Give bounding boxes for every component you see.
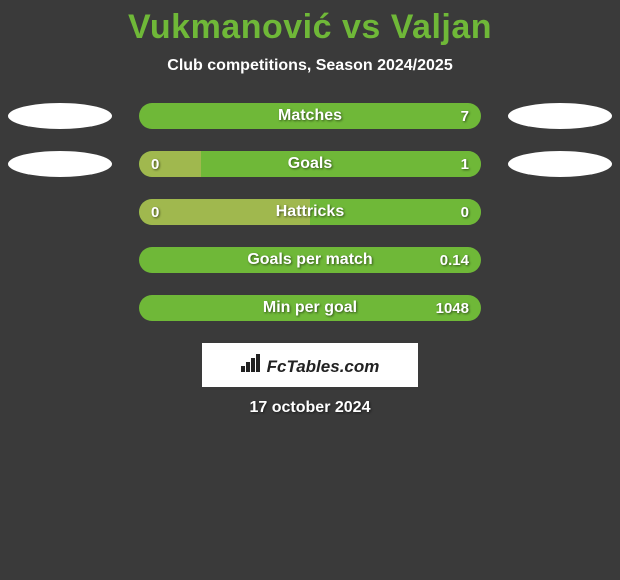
stat-label: Hattricks	[139, 203, 481, 221]
stat-value-player2: 0	[461, 204, 469, 221]
stats-rows: Matches7Goals01Hattricks00Goals per matc…	[0, 103, 620, 321]
stat-value-player1: 0	[151, 204, 159, 221]
infographic-container: Vukmanović vs Valjan Club competitions, …	[0, 0, 620, 417]
date-label: 17 october 2024	[0, 399, 620, 417]
stat-label: Goals	[139, 155, 481, 173]
stat-row: Matches7	[0, 103, 620, 129]
stat-row: Min per goal1048	[0, 295, 620, 321]
stat-bar: Matches7	[139, 103, 481, 129]
stat-value-player1: 0	[151, 156, 159, 173]
stat-value-player2: 1	[461, 156, 469, 173]
stat-label: Goals per match	[139, 251, 481, 269]
bar-chart-icon	[241, 354, 263, 372]
brand-logo: FcTables.com	[241, 354, 380, 377]
brand-box[interactable]: FcTables.com	[202, 343, 418, 387]
stat-row: Goals0 1	[0, 151, 620, 177]
stat-row: Goals per match0.14	[0, 247, 620, 273]
stat-bar: Min per goal1048	[139, 295, 481, 321]
brand-text: FcTables.com	[267, 357, 380, 377]
stat-value-player2: 1048	[436, 300, 469, 317]
stat-value-player2: 7	[461, 108, 469, 125]
stat-value-player2: 0.14	[440, 252, 469, 269]
stat-bar: Hattricks0 0	[139, 199, 481, 225]
player1-ellipse	[8, 103, 112, 129]
stat-label: Matches	[139, 107, 481, 125]
stat-row: Hattricks0 0	[0, 199, 620, 225]
subtitle: Club competitions, Season 2024/2025	[0, 57, 620, 75]
player2-ellipse	[508, 151, 612, 177]
stat-bar: Goals0 1	[139, 151, 481, 177]
stat-label: Min per goal	[139, 299, 481, 317]
page-title: Vukmanović vs Valjan	[0, 8, 620, 47]
player1-ellipse	[8, 151, 112, 177]
player2-ellipse	[508, 103, 612, 129]
stat-bar: Goals per match0.14	[139, 247, 481, 273]
